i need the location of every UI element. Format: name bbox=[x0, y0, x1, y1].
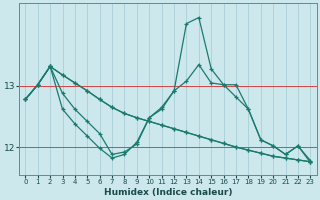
X-axis label: Humidex (Indice chaleur): Humidex (Indice chaleur) bbox=[104, 188, 232, 197]
